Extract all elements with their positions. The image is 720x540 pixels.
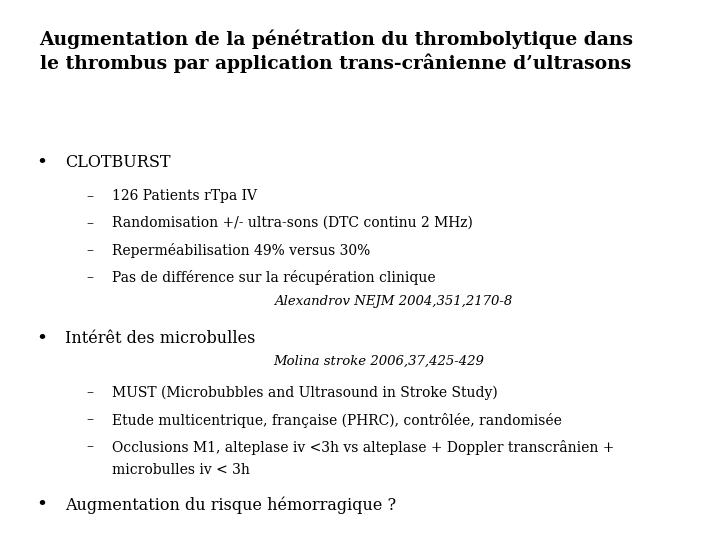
Text: –: – xyxy=(86,270,94,284)
Text: –: – xyxy=(86,189,94,203)
Text: •: • xyxy=(36,154,47,172)
Text: Molina stroke 2006,37,425-429: Molina stroke 2006,37,425-429 xyxy=(274,355,485,368)
Text: •: • xyxy=(36,330,47,348)
Text: –: – xyxy=(86,243,94,257)
Text: Augmentation de la pénétration du thrombolytique dans
le thrombus par applicatio: Augmentation de la pénétration du thromb… xyxy=(40,30,634,73)
Text: Randomisation +/- ultra-sons (DTC continu 2 MHz): Randomisation +/- ultra-sons (DTC contin… xyxy=(112,216,472,230)
Text: microbulles iv < 3h: microbulles iv < 3h xyxy=(112,463,249,477)
Text: •: • xyxy=(36,496,47,514)
Text: –: – xyxy=(86,440,94,454)
Text: CLOTBURST: CLOTBURST xyxy=(65,154,171,171)
Text: Alexandrov NEJM 2004,351,2170-8: Alexandrov NEJM 2004,351,2170-8 xyxy=(274,295,512,308)
Text: 126 Patients rTpa IV: 126 Patients rTpa IV xyxy=(112,189,256,203)
Text: Augmentation du risque hémorragique ?: Augmentation du risque hémorragique ? xyxy=(65,496,396,514)
Text: –: – xyxy=(86,216,94,230)
Text: Etude multicentrique, française (PHRC), contrôlée, randomisée: Etude multicentrique, française (PHRC), … xyxy=(112,413,562,428)
Text: Reperméabilisation 49% versus 30%: Reperméabilisation 49% versus 30% xyxy=(112,243,370,258)
Text: –: – xyxy=(86,413,94,427)
Text: –: – xyxy=(86,386,94,400)
Text: MUST (Microbubbles and Ultrasound in Stroke Study): MUST (Microbubbles and Ultrasound in Str… xyxy=(112,386,498,400)
Text: Occlusions M1, alteplase iv <3h vs alteplase + Doppler transcrânien +: Occlusions M1, alteplase iv <3h vs altep… xyxy=(112,440,614,455)
Text: Pas de différence sur la récupération clinique: Pas de différence sur la récupération cl… xyxy=(112,270,435,285)
Text: Intérêt des microbulles: Intérêt des microbulles xyxy=(65,330,255,347)
